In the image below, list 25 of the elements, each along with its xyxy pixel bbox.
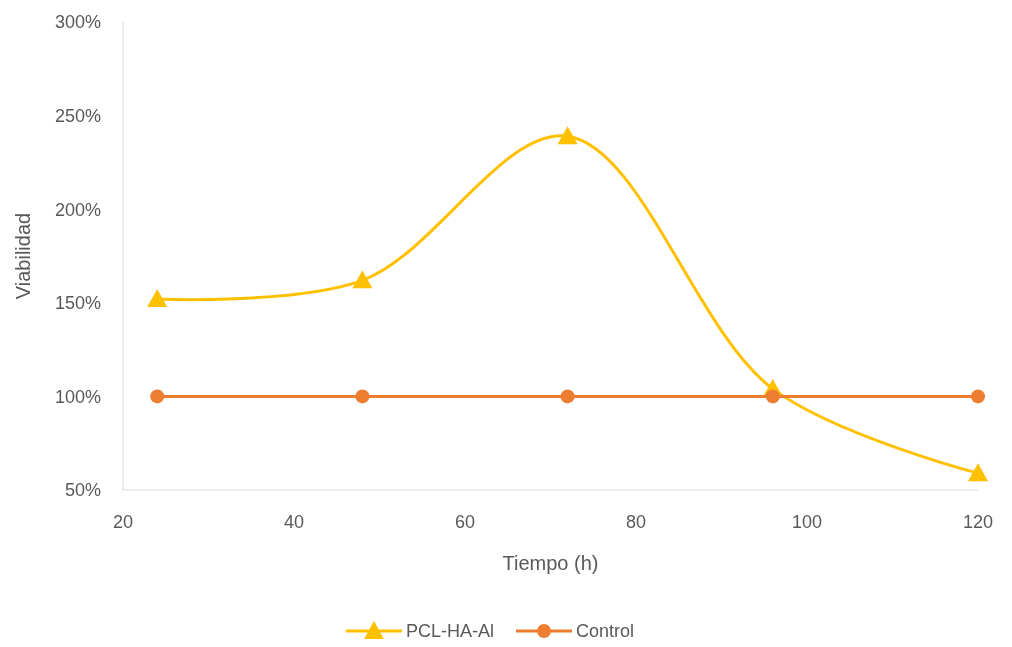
legend-label: Control bbox=[576, 621, 635, 642]
x-tick-label: 80 bbox=[625, 512, 647, 532]
x-tick-label: 100 bbox=[791, 512, 823, 532]
x-tick-label: 20 bbox=[112, 512, 134, 532]
y-tick-label: 100% bbox=[54, 386, 101, 407]
point bbox=[968, 463, 988, 482]
point bbox=[355, 389, 370, 404]
x-tick-label: 120 bbox=[962, 512, 994, 532]
y-tick-label: 150% bbox=[54, 293, 101, 314]
y-tick-label: 250% bbox=[54, 105, 101, 126]
y-tick-label: 200% bbox=[54, 199, 101, 220]
point bbox=[352, 270, 373, 289]
y-axis-title: Viabilidad bbox=[12, 212, 34, 300]
point bbox=[765, 389, 780, 404]
y-tick-label: 300% bbox=[54, 12, 101, 33]
point bbox=[557, 126, 578, 145]
point bbox=[150, 389, 165, 404]
x-tick-label: 40 bbox=[283, 512, 305, 532]
legend-label: PCL-HA-Al bbox=[406, 621, 495, 642]
point bbox=[147, 289, 168, 308]
x-axis-title: Tiempo (h) bbox=[502, 552, 599, 574]
point bbox=[560, 389, 575, 404]
y-tick-label: 50% bbox=[64, 480, 101, 501]
x-tick-label: 60 bbox=[454, 512, 476, 532]
point bbox=[971, 389, 985, 404]
